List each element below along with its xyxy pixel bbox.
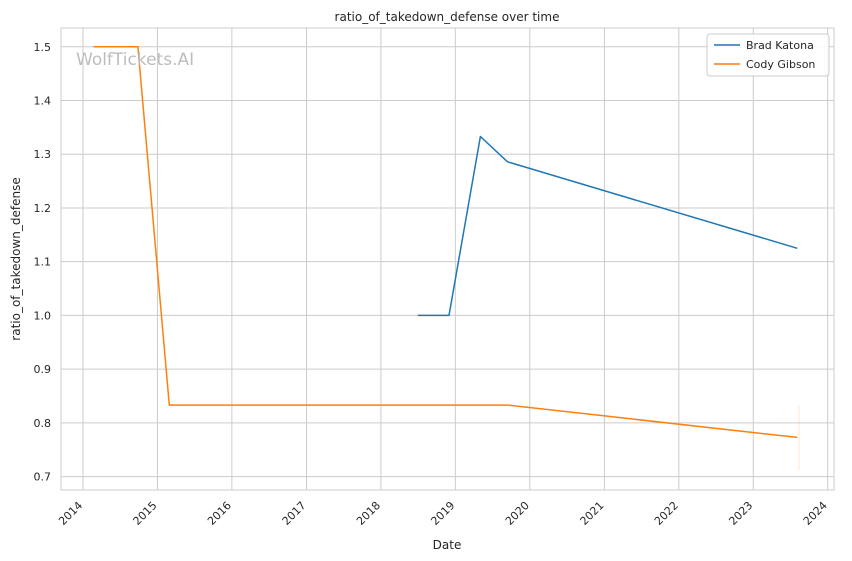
y-tick-label: 1.1: [34, 256, 52, 269]
y-tick-label: 0.8: [34, 417, 52, 430]
x-tick-label: 2024: [801, 499, 830, 528]
series-line-0: [417, 135, 798, 317]
x-tick-label: 2014: [56, 499, 85, 528]
legend-entry: Brad Katona: [746, 39, 814, 52]
y-tick-label: 0.7: [34, 471, 52, 484]
x-tick-label: 2015: [131, 499, 160, 528]
x-tick-label: 2021: [578, 499, 607, 528]
x-tick-label: 2019: [428, 499, 457, 528]
chart-title: ratio_of_takedown_defense over time: [335, 10, 560, 24]
x-tick-label: 2016: [205, 499, 234, 528]
watermark: WolfTickets.AI: [76, 50, 194, 70]
x-axis-label: Date: [433, 538, 462, 552]
y-tick-label: 1.0: [34, 309, 52, 322]
legend-entry: Cody Gibson: [746, 58, 815, 71]
y-tick-label: 1.4: [34, 95, 52, 108]
y-tick-label: 0.9: [34, 363, 52, 376]
x-tick-label: 2017: [280, 499, 309, 528]
x-axis-ticks: 2014 2015 2016 2017 2018 2019 2020 2021 2022 2023…: [56, 499, 830, 528]
x-tick-label: 2020: [503, 499, 532, 528]
x-tick-label: 2023: [726, 499, 755, 528]
x-tick-label: 2018: [354, 499, 383, 528]
y-tick-label: 1.2: [34, 202, 52, 215]
series-lines: [93, 46, 798, 439]
y-axis-label: ratio_of_takedown_defense: [9, 177, 23, 340]
y-tick-label: 1.3: [34, 148, 52, 161]
grid-lines: [61, 28, 834, 490]
y-axis-ticks: 0.7 0.8 0.9 1.0 1.1 1.2 1.3 1.4 1.5: [34, 41, 52, 484]
x-tick-label: 2022: [652, 499, 681, 528]
plot-area: WolfTickets.AI: [60, 27, 835, 491]
series-line-1: [93, 46, 798, 439]
legend: Brad Katona Cody Gibson: [706, 33, 830, 77]
y-tick-label: 1.5: [34, 41, 52, 54]
plot-frame: [60, 27, 835, 491]
